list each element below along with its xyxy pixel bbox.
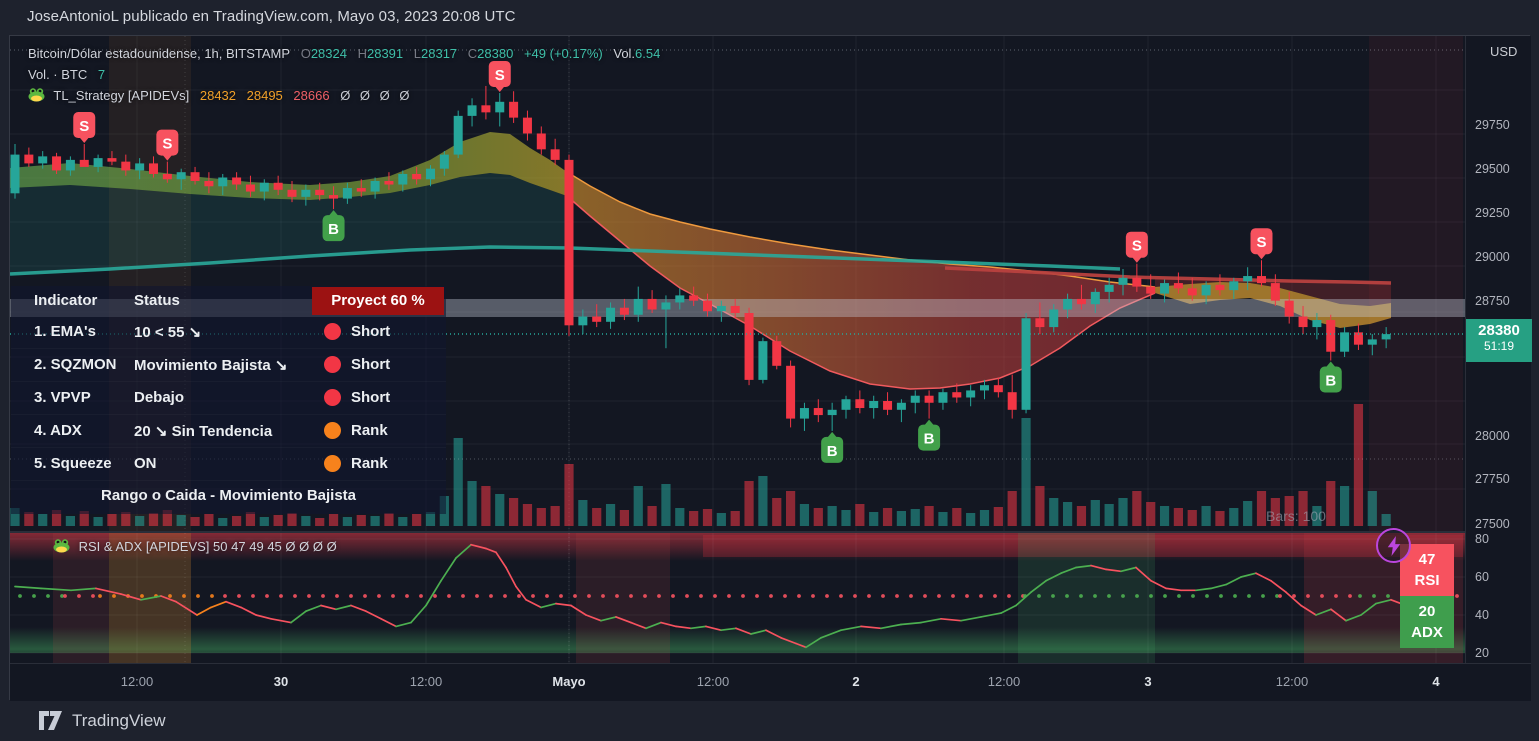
- sell-signal-marker: S: [1250, 228, 1273, 260]
- price-tick-label: 28000: [1475, 429, 1510, 443]
- chart-container: S S S S S B B B B Bitcoin/Dólar estadounidense, …: [9, 35, 1532, 701]
- attribution-text: JoseAntonioL publicado en TradingView.co…: [27, 8, 516, 25]
- table-row: 3. VPVP Debajo Short: [11, 382, 446, 415]
- buy-signal-marker: B: [821, 431, 844, 463]
- table-row: 4. ADX 20 ↘ Sin Tendencia Rank: [11, 415, 446, 448]
- adx-value-badge: 20 ADX: [1400, 596, 1454, 648]
- status-dot: [324, 422, 341, 439]
- price-axis[interactable]: USD 297502950029250290002875028500280002…: [1465, 36, 1532, 663]
- time-tick-label: 2: [852, 674, 860, 689]
- sell-signal-marker: S: [488, 61, 511, 92]
- proyect-badge: Proyect 60 %: [312, 287, 444, 315]
- price-tick-label: 80: [1475, 532, 1489, 546]
- attribution-bar: JoseAntonioL publicado en TradingView.co…: [27, 8, 516, 32]
- buy-signal-marker: B: [322, 210, 345, 242]
- price-tick-label: 20: [1475, 646, 1489, 660]
- time-axis[interactable]: 12:00 30 12:00 Mayo 12:00 2 12:00 3 12:00 4: [10, 663, 1531, 701]
- time-tick-label: 3: [1144, 674, 1152, 689]
- price-tick-label: 27500: [1475, 517, 1510, 531]
- price-tick-label: 27750: [1475, 472, 1510, 486]
- time-tick-label: 30: [273, 674, 289, 689]
- bar-countdown: 51:19: [1483, 339, 1515, 353]
- time-tick-label: 12:00: [696, 674, 730, 689]
- buy-signal-marker: B: [1319, 361, 1342, 393]
- col-status: Status: [134, 292, 180, 309]
- price-tick-label: 29000: [1475, 250, 1510, 264]
- symbol-title: Bitcoin/Dólar estadounidense, 1h, BITSTA…: [28, 46, 291, 61]
- symbol-legend-row[interactable]: Bitcoin/Dólar estadounidense, 1h, BITSTA…: [28, 46, 661, 61]
- last-price-badge: 28380 51:19: [1466, 319, 1532, 362]
- status-dot: [324, 323, 341, 340]
- svg-text:S: S: [162, 136, 172, 153]
- status-dot: [324, 455, 341, 472]
- strategy-name: TL_Strategy [APIDEVs]: [53, 88, 190, 103]
- rsi-adx-badges: 47 RSI 20 ADX: [1400, 544, 1454, 648]
- time-tick-label: 12:00: [1275, 674, 1309, 689]
- svg-text:B: B: [827, 443, 838, 460]
- pane-separator[interactable]: [10, 531, 1465, 533]
- price-tick-label: 29250: [1475, 206, 1510, 220]
- flash-icon[interactable]: [1376, 528, 1411, 563]
- sell-signal-marker: S: [73, 112, 96, 144]
- svg-text:B: B: [328, 221, 339, 238]
- sell-signal-marker: S: [156, 129, 179, 161]
- time-tick-label: 12:00: [409, 674, 443, 689]
- status-dot: [324, 389, 341, 406]
- svg-text:S: S: [1132, 238, 1142, 255]
- indicator-status-table: Indicator Status Proyect 60 % 1. EMA's 10…: [11, 286, 446, 514]
- price-tick-label: 29500: [1475, 162, 1510, 176]
- rsi-indicator-name: RSI & ADX [APIDEVS]: [78, 539, 210, 554]
- sell-signal-marker: S: [1125, 231, 1148, 263]
- table-row: 2. SQZMON Movimiento Bajista ↘ Short: [11, 349, 446, 382]
- col-indicator: Indicator: [34, 292, 98, 309]
- table-row: 1. EMA's 10 < 55 ↘ Short: [11, 316, 446, 349]
- time-tick-label: 4: [1432, 674, 1440, 689]
- price-tick-label: 29750: [1475, 118, 1510, 132]
- time-tick-label: Mayo: [552, 674, 586, 689]
- status-dot: [324, 356, 341, 373]
- svg-text:B: B: [924, 431, 935, 448]
- svg-text:S: S: [495, 67, 505, 84]
- frog-icon: [53, 539, 70, 553]
- footer-brand[interactable]: TradingView: [38, 706, 166, 736]
- tradingview-logo-icon: [39, 711, 62, 730]
- table-footer: Rango o Caida - Movimiento Bajista: [100, 487, 357, 504]
- strategy-legend-row[interactable]: TL_Strategy [APIDEVs] 28432 28495 28666 …: [28, 88, 413, 103]
- currency-label: USD: [1490, 44, 1518, 59]
- svg-text:S: S: [1256, 234, 1266, 251]
- table-header: Indicator Status Proyect 60 %: [11, 286, 446, 316]
- price-tick-label: 28750: [1475, 294, 1510, 308]
- time-tick-label: 12:00: [120, 674, 154, 689]
- buy-signal-marker: B: [918, 419, 941, 451]
- rsi-legend-row[interactable]: RSI & ADX [APIDEVS] 50 47 49 45 Ø Ø Ø Ø: [53, 539, 337, 554]
- svg-text:S: S: [79, 118, 89, 135]
- frog-icon: [28, 88, 45, 102]
- tradingview-wordmark: TradingView: [72, 711, 166, 730]
- volume-legend-row[interactable]: Vol. · BTC 7: [28, 67, 106, 82]
- price-tick-label: 60: [1475, 570, 1489, 584]
- time-tick-label: 12:00: [987, 674, 1021, 689]
- bars-counter: Bars: 100: [1266, 508, 1326, 524]
- indicator-table-rows: 1. EMA's 10 < 55 ↘ Short 2. SQZMON Movimient…: [11, 316, 446, 481]
- price-tick-label: 40: [1475, 608, 1489, 622]
- table-row: 5. Squeeze ON Rank: [11, 448, 446, 481]
- change-value: +49 (+0.17%): [523, 46, 603, 61]
- svg-text:B: B: [1325, 373, 1336, 390]
